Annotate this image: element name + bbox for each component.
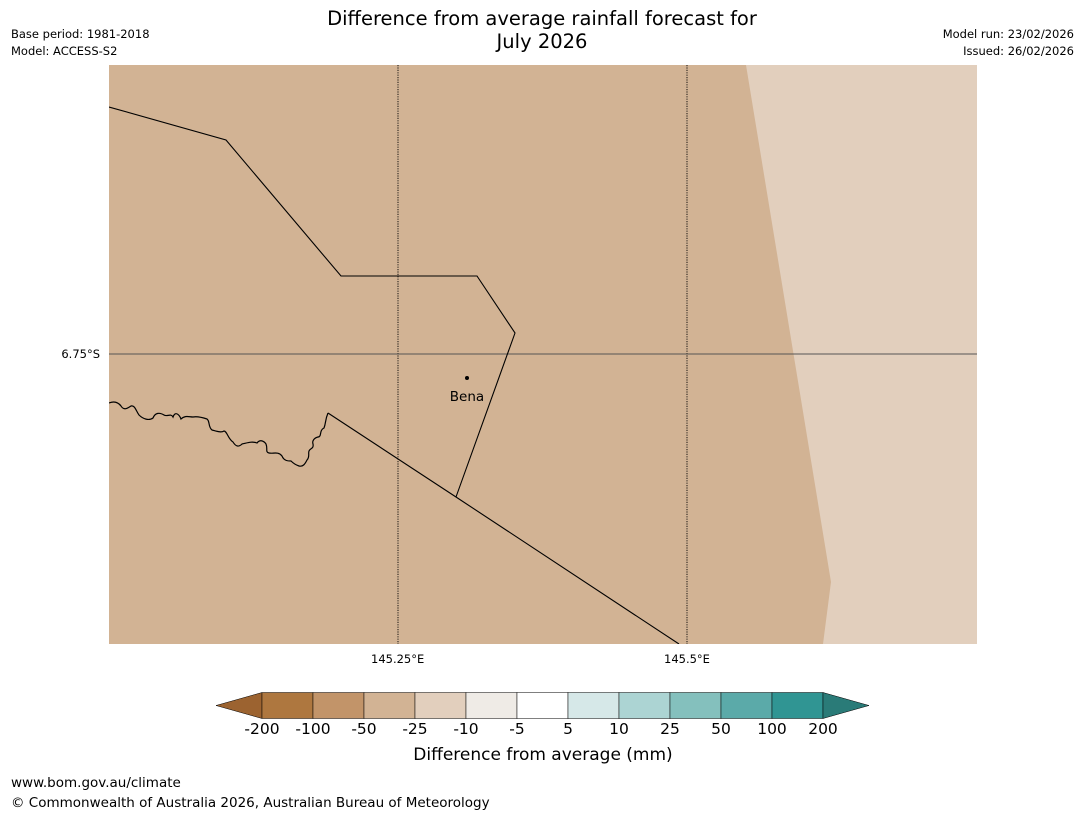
colorbar-tick-label: 5 xyxy=(563,720,573,738)
meta-left: Base period: 1981-2018 Model: ACCESS-S2 xyxy=(11,26,150,60)
colorbar-tick-label: -200 xyxy=(244,720,280,738)
colorbar-label: Difference from average (mm) xyxy=(413,745,673,765)
footer-url[interactable]: www.bom.gov.au/climate xyxy=(11,775,181,791)
latitude-label: 6.75°S xyxy=(61,347,100,361)
bena-label: Bena xyxy=(450,389,484,405)
meta-right: Model run: 23/02/2026 Issued: 26/02/2026 xyxy=(943,26,1074,60)
province-boundary xyxy=(109,106,516,498)
bena-marker xyxy=(465,376,469,380)
boundary-southeast xyxy=(327,412,680,644)
title-line-2: July 2026 xyxy=(496,30,588,53)
colorbar-segment xyxy=(465,692,518,719)
colorbar-segment xyxy=(312,692,365,719)
title-line-1: Difference from average rainfall forecas… xyxy=(327,7,757,30)
colorbar-tick-label: -10 xyxy=(453,720,479,738)
colorbar-segment xyxy=(363,692,416,719)
colorbar-segment xyxy=(771,692,824,719)
footer-copyright: © Commonwealth of Australia 2026, Austra… xyxy=(11,795,490,811)
issued-date: Issued: 26/02/2026 xyxy=(963,44,1074,58)
colorbar-segment xyxy=(567,692,620,719)
colorbar-segment xyxy=(414,692,467,719)
base-period: Base period: 1981-2018 xyxy=(11,27,150,41)
colorbar-tick-label: 10 xyxy=(609,720,629,738)
colorbar-tick-label: -50 xyxy=(351,720,377,738)
colorbar-tick-label: 100 xyxy=(757,720,787,738)
rainfall-map: Bena xyxy=(109,65,977,644)
colorbar-segment xyxy=(720,692,773,719)
model-name: Model: ACCESS-S2 xyxy=(11,44,118,58)
colorbar-extend-low xyxy=(216,692,263,719)
longitude-label-145.25: 145.25°E xyxy=(371,652,425,666)
colorbar-segment xyxy=(669,692,722,719)
longitude-label-145.5: 145.5°E xyxy=(664,652,710,666)
map-title: Difference from average rainfall forecas… xyxy=(242,7,842,53)
colorbar-tick-label: -5 xyxy=(509,720,525,738)
colorbar-tick-label: -100 xyxy=(295,720,331,738)
colorbar-tick-label: 25 xyxy=(660,720,680,738)
colorbar-segment xyxy=(618,692,671,719)
colorbar-segment xyxy=(516,692,569,719)
river-line xyxy=(109,401,329,467)
colorbar xyxy=(216,692,870,719)
colorbar-extend-high xyxy=(822,692,870,719)
model-run: Model run: 23/02/2026 xyxy=(942,27,1074,41)
colorbar-tick-label: 50 xyxy=(711,720,731,738)
colorbar-tick-label: 200 xyxy=(808,720,838,738)
colorbar-tick-label: -25 xyxy=(402,720,428,738)
colorbar-segment xyxy=(261,692,314,719)
